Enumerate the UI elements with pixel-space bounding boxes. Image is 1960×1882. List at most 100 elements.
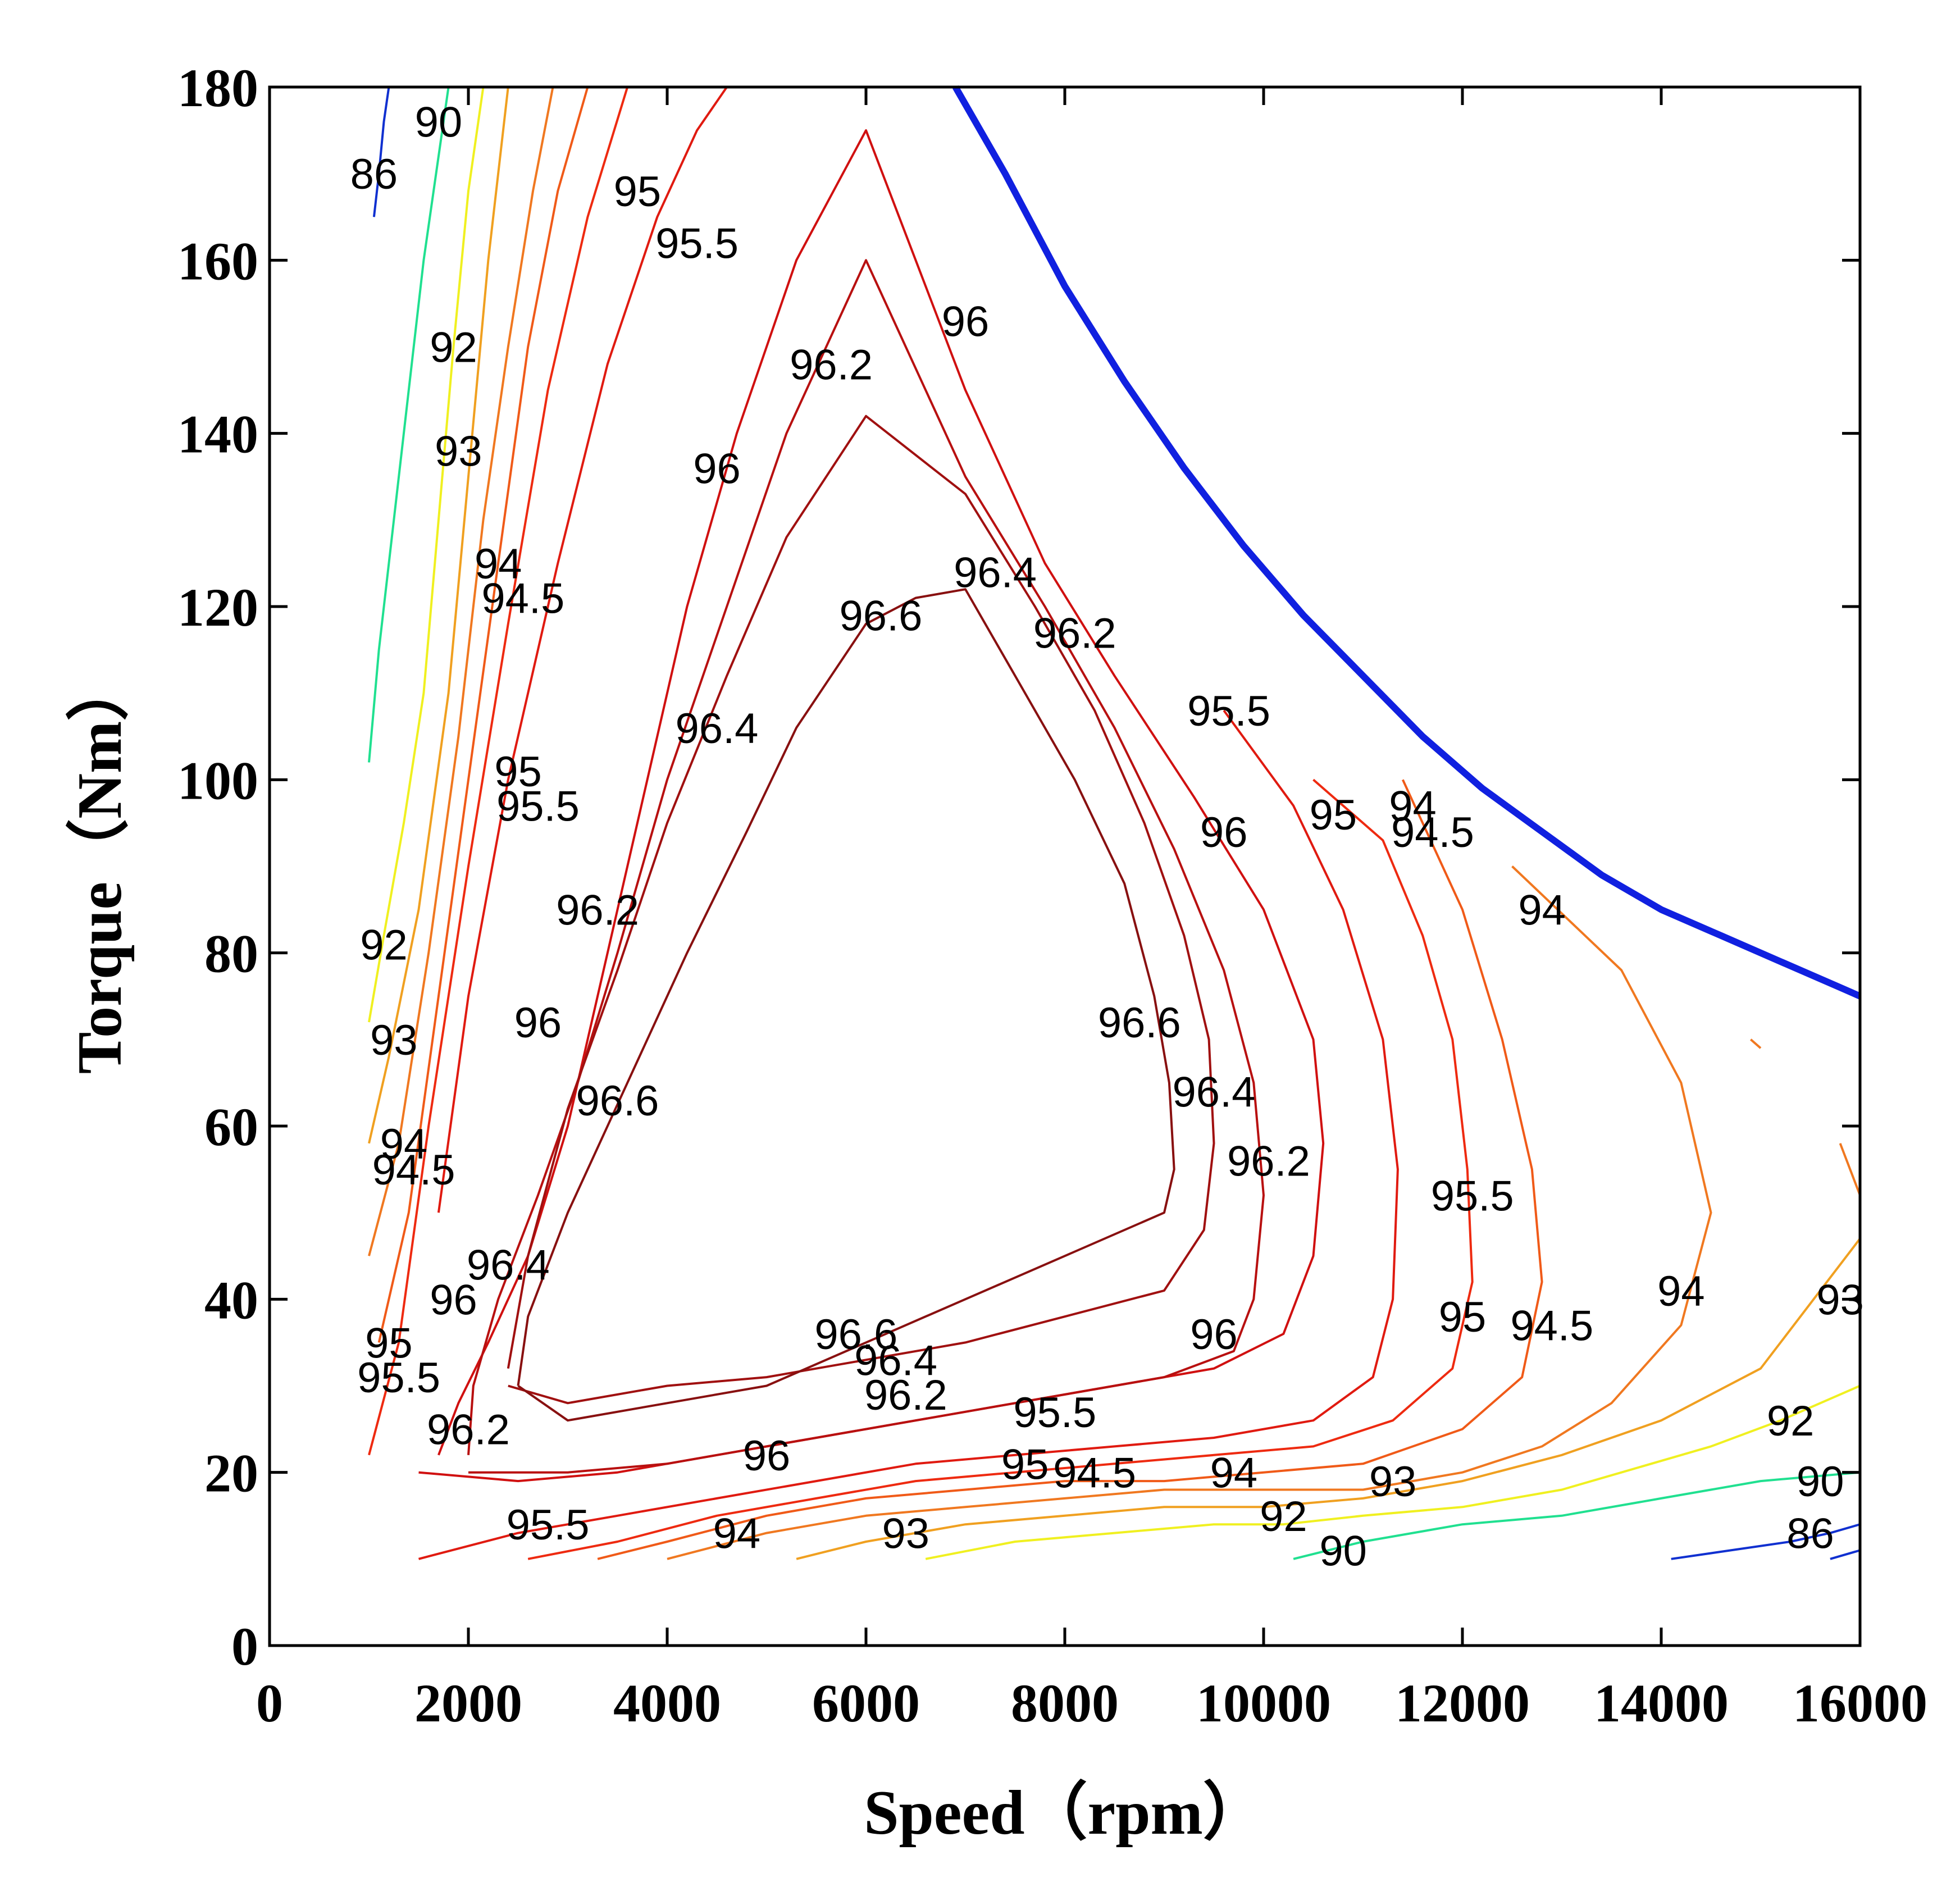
- contour-label-40: 96.6: [814, 1311, 897, 1359]
- contour-label-54: 90: [1797, 1458, 1844, 1506]
- contour-label-44: 95.5: [357, 1354, 440, 1402]
- contour-label-14: 96.4: [676, 705, 759, 753]
- contour-line-92-0: [368, 86, 485, 1023]
- contour-label-49: 96: [743, 1432, 791, 1480]
- contour-label-25: 96: [514, 999, 562, 1047]
- contour-label-34: 96.4: [467, 1242, 550, 1289]
- y-tick-label-120: 120: [177, 577, 258, 637]
- contour-label-28: 96.6: [576, 1077, 659, 1125]
- contour-line-86-1: [1671, 1523, 1861, 1560]
- contour-line-90-1: [1293, 1471, 1861, 1560]
- contour-label-22: 96.2: [556, 887, 639, 935]
- contour-label-12: 96.6: [840, 592, 923, 640]
- contour-line-95-5-0: [418, 709, 1399, 1560]
- contour-label-33: 95.5: [1431, 1172, 1514, 1220]
- contour-line-94-0: [368, 86, 554, 1256]
- x-tick-label-12000: 12000: [1395, 1673, 1530, 1733]
- y-tick-label-180: 180: [177, 58, 258, 118]
- y-tick-label-0: 0: [231, 1616, 258, 1676]
- contour-label-27: 93: [370, 1017, 418, 1064]
- contour-label-9: 94: [475, 540, 522, 588]
- contour-label-1: 90: [415, 99, 463, 147]
- contour-label-20: 94.5: [1391, 809, 1474, 856]
- contour-label-8: 96: [693, 445, 741, 493]
- contour-label-11: 96.4: [954, 549, 1037, 596]
- contour-label-17: 95.5: [496, 783, 580, 831]
- contour-label-19: 94: [1389, 783, 1437, 831]
- y-tick-label-80: 80: [204, 924, 258, 984]
- contour-label-43: 96.4: [854, 1337, 937, 1384]
- contour-label-7: 93: [435, 428, 482, 476]
- y-tick-label-140: 140: [177, 404, 258, 464]
- contour-label-6: 96.2: [790, 341, 873, 389]
- contour-label-51: 94.5: [1053, 1450, 1136, 1497]
- envelope-layer: [952, 85, 1862, 1000]
- contour-label-24: 92: [360, 921, 408, 969]
- contour-label-50: 95: [1001, 1441, 1049, 1488]
- contour-label-48: 92: [1767, 1397, 1815, 1445]
- contour-label-30: 94: [380, 1120, 428, 1168]
- contour-line-96-4-0: [507, 414, 1215, 1405]
- contour-label-32: 96.2: [1227, 1138, 1310, 1186]
- envelope-line: [952, 85, 1862, 1000]
- x-tick-label-4000: 4000: [613, 1673, 721, 1733]
- y-axis-title: Torque（Nm）: [65, 658, 135, 1074]
- x-tick-label-10000: 10000: [1196, 1673, 1331, 1733]
- contour-label-3: 95.5: [655, 220, 739, 268]
- x-axis-ticks: 0 2000 4000 6000 8000 10000 12000 14000 16000: [256, 87, 1927, 1733]
- x-tick-label-2000: 2000: [414, 1673, 522, 1733]
- contour-label-46: 95.5: [1013, 1389, 1096, 1437]
- x-tick-label-0: 0: [256, 1673, 283, 1733]
- contour-label-18: 95: [1310, 791, 1357, 839]
- contour-label-59: 86: [1786, 1510, 1834, 1558]
- contour-label-47: 96.2: [427, 1406, 510, 1454]
- contour-label-0: 86: [350, 151, 398, 198]
- contour-label-52: 94: [1210, 1450, 1258, 1497]
- contour-label-58: 93: [882, 1510, 930, 1558]
- contour-label-5: 96: [942, 298, 990, 345]
- contour-label-2: 95: [614, 168, 662, 216]
- x-tick-label-8000: 8000: [1011, 1673, 1119, 1733]
- contour-line-95-5-1: [437, 86, 728, 1213]
- contour-label-10: 94.5: [481, 575, 564, 623]
- x-axis-title: Speed（rpm）: [864, 1778, 1266, 1848]
- contour-label-42: 95: [365, 1319, 413, 1367]
- contour-label-38: 95: [1439, 1293, 1487, 1341]
- contour-label-41: 96: [1190, 1311, 1238, 1359]
- contour-label-36: 94: [1657, 1268, 1705, 1315]
- contour-label-60: 90: [1319, 1527, 1367, 1575]
- contour-line-95-1: [527, 778, 1474, 1560]
- contour-label-16: 95: [494, 748, 542, 796]
- contour-label-21: 96: [1200, 809, 1248, 856]
- contour-line-94-1: [667, 865, 1712, 1560]
- contour-line-94-2: [1839, 1143, 1861, 1196]
- contour-label-26: 96.6: [1098, 999, 1181, 1047]
- contour-line-86-0: [372, 86, 390, 217]
- contour-label-53: 93: [1369, 1458, 1417, 1506]
- contour-label-13: 96.2: [1033, 609, 1116, 657]
- contour-label-23: 94: [1518, 887, 1566, 935]
- contour-label-15: 95.5: [1187, 687, 1270, 735]
- contour-label-29: 96.4: [1173, 1068, 1256, 1116]
- contour-line-96-2-0: [467, 259, 1265, 1474]
- contour-label-57: 94: [713, 1510, 761, 1558]
- contour-line-93-1: [796, 1238, 1861, 1560]
- y-axis-ticks: 0 20 40 60 80 100 120 140 160 180: [177, 58, 1860, 1676]
- contour-label-56: 92: [1260, 1493, 1307, 1541]
- contour-label-39: 94.5: [1510, 1302, 1593, 1350]
- y-tick-label-60: 60: [204, 1097, 258, 1157]
- contour-line-86-2: [1830, 1549, 1861, 1560]
- contour-line-95-0: [368, 86, 629, 1456]
- y-tick-label-40: 40: [204, 1270, 258, 1330]
- contour-line-92-1: [925, 1384, 1861, 1560]
- contour-line-93-0: [368, 86, 509, 1144]
- contour-label-31: 94.5: [372, 1146, 455, 1194]
- contour-line-94-3: [1749, 1038, 1762, 1049]
- x-tick-label-16000: 16000: [1793, 1673, 1927, 1733]
- x-tick-label-14000: 14000: [1594, 1673, 1729, 1733]
- contour-line-90-0: [368, 86, 450, 763]
